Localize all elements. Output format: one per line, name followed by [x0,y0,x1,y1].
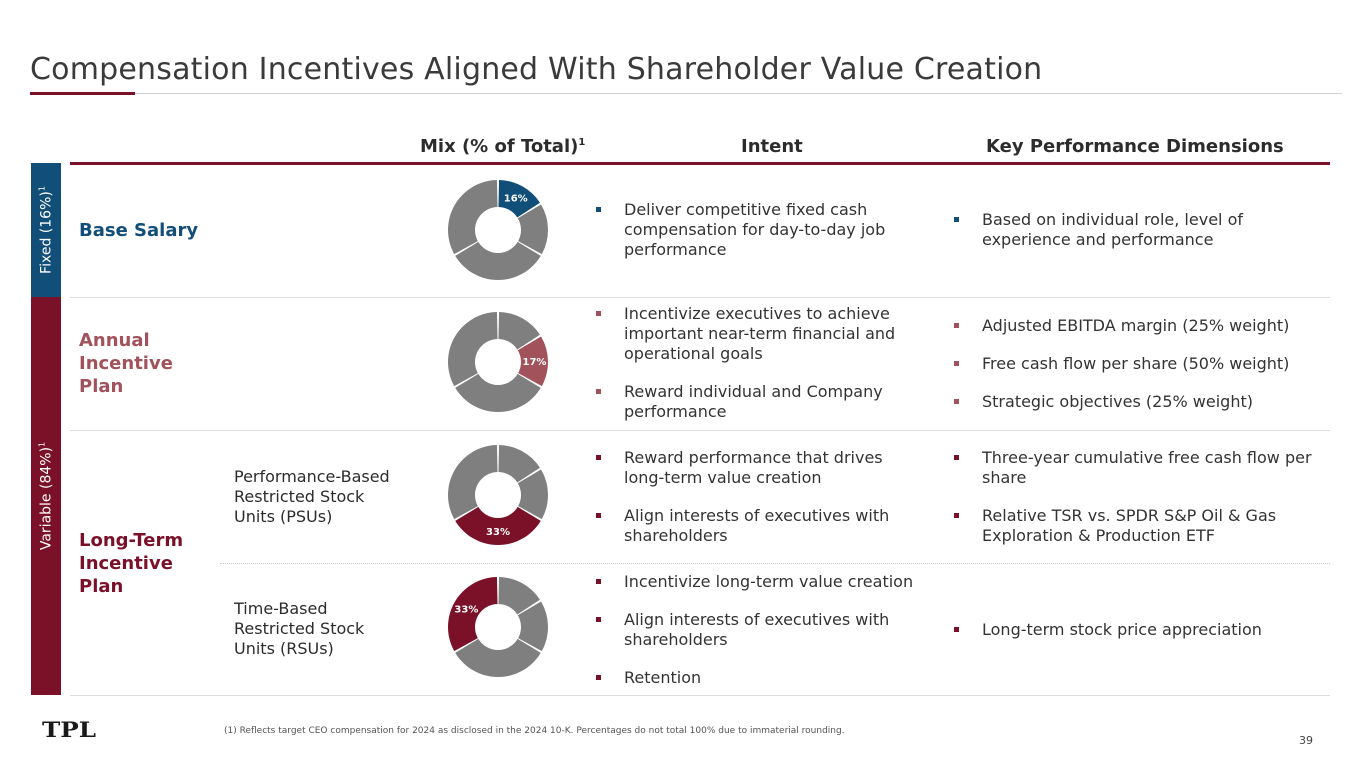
bullet-square [954,323,959,328]
intent-item: Reward individual and Company performanc… [594,382,924,422]
fixed-band: Fixed (16%)1 [31,163,61,297]
intent-item: Align interests of executives with share… [594,610,944,650]
kpd-item: Relative TSR vs. SPDR S&P Oil & Gas Expl… [952,506,1312,546]
donut-segment [517,204,548,255]
tpl-logo: TPL [42,717,96,742]
svg-text:TPL: TPL [42,717,96,742]
kpd-list-annual-incentive: Adjusted EBITDA margin (25% weight) Free… [952,316,1322,412]
bullet-square [954,399,959,404]
donut-segment [498,445,540,483]
donut-label-annual-incentive: 17% [523,357,547,368]
donut-chart-annual-incentive: 17% [446,310,550,414]
bullet-square [596,579,601,584]
variable-band: Variable (84%)1 [31,297,61,695]
donut-segment [448,312,498,387]
donut-label-rsus: 33% [454,604,478,615]
donut-label-base-salary: 16% [504,194,528,205]
donut-segment [455,373,541,412]
kpd-item: Three-year cumulative free cash flow per… [952,448,1312,488]
intent-list-psus: Reward performance that drives long-term… [594,448,924,546]
row-divider [70,430,1330,431]
donut-segment [455,241,541,280]
intent-item: Align interests of executives with share… [594,506,924,546]
intent-list-annual-incentive: Incentivize executives to achieve import… [594,304,924,422]
row-divider [70,297,1330,298]
kpd-item: Based on individual role, level of exper… [952,210,1302,250]
sub-row-divider [220,563,1330,564]
row-label-long-term-incentive-plan: Long-Term Incentive Plan [79,530,184,597]
bullet-square [954,361,959,366]
title-divider [30,93,1342,94]
fixed-band-label: Fixed (16%)1 [37,186,55,274]
intent-item: Reward performance that drives long-term… [594,448,924,488]
donut-segment-highlight [517,336,548,387]
variable-band-label: Variable (84%)1 [37,441,55,551]
bullet-square [596,311,601,316]
intent-item: Deliver competitive fixed cash compensat… [594,200,914,260]
intent-item: Retention [594,668,944,688]
row-label-annual-incentive-plan: Annual Incentive Plan [79,330,173,397]
footnote: (1) Reflects target CEO compensation for… [224,726,845,736]
title-accent-bar [30,92,135,95]
table-bottom-rule [70,695,1330,696]
row-label-base-salary: Base Salary [79,220,199,241]
page-number: 39 [1299,734,1313,747]
sub-label-rsus: Time-Based Restricted Stock Units (RSUs) [234,599,365,658]
donut-segment [498,577,540,615]
intent-list-rsus: Incentivize long-term value creation Ali… [594,572,944,688]
donut-segment [448,445,498,520]
donut-segment [517,469,548,520]
kpd-list-base-salary: Based on individual role, level of exper… [952,210,1302,250]
header-divider [70,162,1330,165]
donut-chart-base-salary: 16% [446,178,550,282]
kpd-item: Long-term stock price appreciation [952,620,1312,640]
donut-segment [517,601,548,652]
donut-chart-psus: 33% [446,443,550,547]
column-header-intent: Intent [741,136,803,157]
kpd-list-psus: Three-year cumulative free cash flow per… [952,448,1312,546]
donut-segment [498,312,540,350]
donut-label-psus: 33% [486,527,510,538]
column-header-mix: Mix (% of Total)1 [420,136,586,157]
kpd-item: Free cash flow per share (50% weight) [952,354,1322,374]
bullet-square [954,455,959,460]
donut-chart-rsus: 33% [446,575,550,679]
bullet-square [596,207,601,212]
bullet-square [954,513,959,518]
bullet-square [596,513,601,518]
kpd-list-rsus: Long-term stock price appreciation [952,620,1312,640]
column-header-key-performance: Key Performance Dimensions [986,136,1284,157]
intent-item: Incentivize executives to achieve import… [594,304,924,364]
bullet-square [954,217,959,222]
donut-segment-highlight [455,506,541,545]
kpd-item: Adjusted EBITDA margin (25% weight) [952,316,1322,336]
donut-segment-highlight [498,180,540,218]
bullet-square [596,617,601,622]
intent-item: Incentivize long-term value creation [594,572,944,592]
bullet-square [954,627,959,632]
donut-segment [448,180,498,255]
kpd-item: Strategic objectives (25% weight) [952,392,1322,412]
donut-segment-highlight [448,577,498,652]
bullet-square [596,389,601,394]
bullet-square [596,675,601,680]
sub-label-psus: Performance-Based Restricted Stock Units… [234,467,390,526]
donut-segment [455,638,541,677]
page-title: Compensation Incentives Aligned With Sha… [30,52,1043,87]
intent-list-base-salary: Deliver competitive fixed cash compensat… [594,200,914,260]
bullet-square [596,455,601,460]
